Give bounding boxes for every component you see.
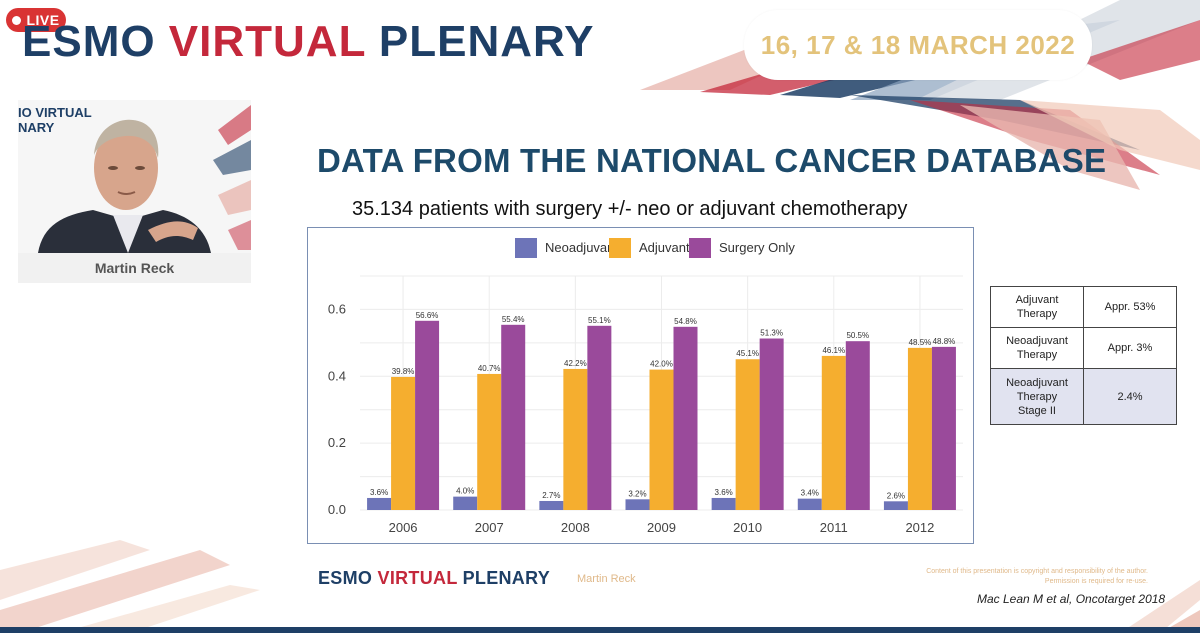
x-tick-label: 2007 — [475, 520, 504, 535]
data-label: 42.2% — [564, 359, 587, 368]
data-label: 54.8% — [674, 317, 697, 326]
bar-surgery-only-2012 — [931, 346, 956, 510]
data-label: 56.6% — [416, 311, 439, 320]
live-badge: LIVE — [6, 8, 66, 32]
bar-surgery-only-2006 — [415, 320, 440, 510]
decorative-stripes-bottom-left — [0, 540, 260, 633]
event-dates: 16, 17 & 18 MARCH 2022 — [760, 29, 1076, 60]
bar-neoadjuvant-2007 — [453, 496, 478, 510]
legend-swatch — [689, 238, 711, 258]
table-cell-label: Neoadjuvant Therapy Stage II — [990, 368, 1084, 425]
event-title-esmo: ESMO — [22, 17, 169, 66]
x-tick-label: 2009 — [647, 520, 676, 535]
footer-logo: ESMO VIRTUAL PLENARY — [318, 568, 551, 588]
table-cell-label: Adjuvant Therapy — [990, 286, 1084, 328]
speaker-name: Martin Reck — [18, 253, 251, 283]
chart-y-axis: 0.0 0.2 0.4 0.6 — [328, 301, 346, 517]
data-label: 55.4% — [502, 315, 525, 324]
bar-surgery-only-2009 — [673, 326, 698, 510]
bar-adjuvant-2006 — [391, 376, 416, 510]
copyright-notice: Content of this presentation is copyrigh… — [926, 568, 1148, 585]
data-label: 2.6% — [887, 491, 905, 500]
table-cell-value: Appr. 3% — [1083, 327, 1177, 369]
y-tick-label: 0.4 — [328, 368, 346, 383]
legend-swatch — [609, 238, 631, 258]
chart-bars — [367, 320, 956, 510]
x-tick-label: 2006 — [389, 520, 418, 535]
bar-adjuvant-2010 — [735, 359, 760, 510]
bar-neoadjuvant-2009 — [625, 499, 650, 510]
bar-neoadjuvant-2012 — [883, 501, 908, 510]
data-label: 46.1% — [822, 346, 845, 355]
data-label: 48.8% — [933, 337, 956, 346]
data-label: 3.6% — [370, 488, 388, 497]
data-label: 40.7% — [478, 364, 501, 373]
data-label: 4.0% — [456, 487, 474, 496]
x-tick-label: 2011 — [820, 520, 848, 535]
y-tick-label: 0.6 — [328, 301, 346, 316]
event-title-virtual: VIRTUAL — [168, 17, 379, 66]
bar-surgery-only-2008 — [587, 325, 612, 510]
data-label: 55.1% — [588, 316, 611, 325]
bar-adjuvant-2011 — [821, 355, 846, 510]
x-tick-label: 2008 — [561, 520, 590, 535]
data-label: 3.6% — [715, 488, 733, 497]
table-cell-value: Appr. 53% — [1083, 286, 1177, 328]
bar-adjuvant-2007 — [477, 373, 502, 510]
event-title-plenary: PLENARY — [378, 17, 595, 66]
bar-neoadjuvant-2008 — [539, 500, 564, 510]
bar-surgery-only-2010 — [759, 338, 784, 510]
legend-label: Surgery Only — [719, 240, 795, 255]
chart-data-labels: 3.6% 39.8% 56.6% 4.0% 40.7% 55.4% 2.7% 42.2% 55.… — [370, 311, 955, 501]
chart-x-axis: 2006 2007 2008 2009 2010 2011 2012 — [389, 520, 935, 535]
bar-neoadjuvant-2006 — [367, 497, 392, 510]
table-row-highlighted: Neoadjuvant Therapy Stage II 2.4% — [990, 368, 1177, 425]
speaker-backdrop-stripes — [213, 105, 251, 250]
bar-surgery-only-2007 — [501, 324, 526, 510]
live-dot-icon — [12, 15, 22, 25]
data-label: 51.3% — [760, 329, 783, 338]
event-dates-pill: 16, 17 & 18 MARCH 2022 — [744, 10, 1092, 80]
footer-speaker-name: Martin Reck — [577, 573, 636, 585]
table-cell-value: 2.4% — [1083, 368, 1177, 425]
legend-label: Neoadjuvant — [545, 240, 618, 255]
legend-swatch — [515, 238, 537, 258]
data-label: 50.5% — [846, 331, 869, 340]
y-tick-label: 0.0 — [328, 502, 346, 517]
summary-table: Adjuvant Therapy Appr. 53% Neoadjuvant T… — [990, 286, 1177, 425]
table-cell-label: Neoadjuvant Therapy — [990, 327, 1084, 369]
speaker-person-icon — [38, 119, 211, 253]
slide-title: DATA FROM THE NATIONAL CANCER DATABASE — [317, 142, 1107, 179]
bar-neoadjuvant-2010 — [711, 497, 736, 510]
slide-subtitle: 35.134 patients with surgery +/- neo or … — [352, 198, 908, 220]
legend-label: Adjuvant — [639, 240, 690, 255]
bar-surgery-only-2011 — [845, 341, 870, 510]
chart-legend: Neoadjuvant Adjuvant Surgery Only — [515, 238, 795, 258]
live-label: LIVE — [26, 12, 60, 28]
citation: Mac Lean M et al, Oncotarget 2018 — [977, 592, 1166, 606]
speaker-video-backdrop-title: IO VIRTUAL NARY — [18, 105, 92, 135]
speaker-video: IO VIRTUAL NARY — [18, 100, 251, 253]
data-label: 42.0% — [650, 360, 673, 369]
x-tick-label: 2010 — [733, 520, 762, 535]
bottom-bar — [0, 627, 1200, 633]
bar-chart: Neoadjuvant Adjuvant Surgery Only 0.0 0.2 0.… — [307, 227, 974, 544]
table-row: Neoadjuvant Therapy Appr. 3% — [990, 327, 1177, 369]
data-label: 3.4% — [801, 489, 819, 498]
bar-adjuvant-2009 — [649, 369, 674, 510]
bar-neoadjuvant-2011 — [797, 498, 822, 510]
bar-adjuvant-2008 — [563, 368, 588, 510]
x-tick-label: 2012 — [905, 520, 934, 535]
data-label: 45.1% — [736, 349, 759, 358]
data-label: 39.8% — [392, 367, 415, 376]
data-label: 2.7% — [542, 491, 560, 500]
table-row: Adjuvant Therapy Appr. 53% — [990, 286, 1177, 328]
data-label: 48.5% — [909, 338, 932, 347]
event-title: ESMO VIRTUAL PLENARY — [22, 14, 595, 70]
speaker-video-panel[interactable]: IO VIRTUAL NARY Martin Reck — [18, 100, 251, 283]
bar-adjuvant-2012 — [907, 347, 932, 510]
data-label: 3.2% — [628, 489, 646, 498]
y-tick-label: 0.2 — [328, 435, 346, 450]
bar-chart-svg: Neoadjuvant Adjuvant Surgery Only 0.00.20.… — [328, 238, 963, 535]
